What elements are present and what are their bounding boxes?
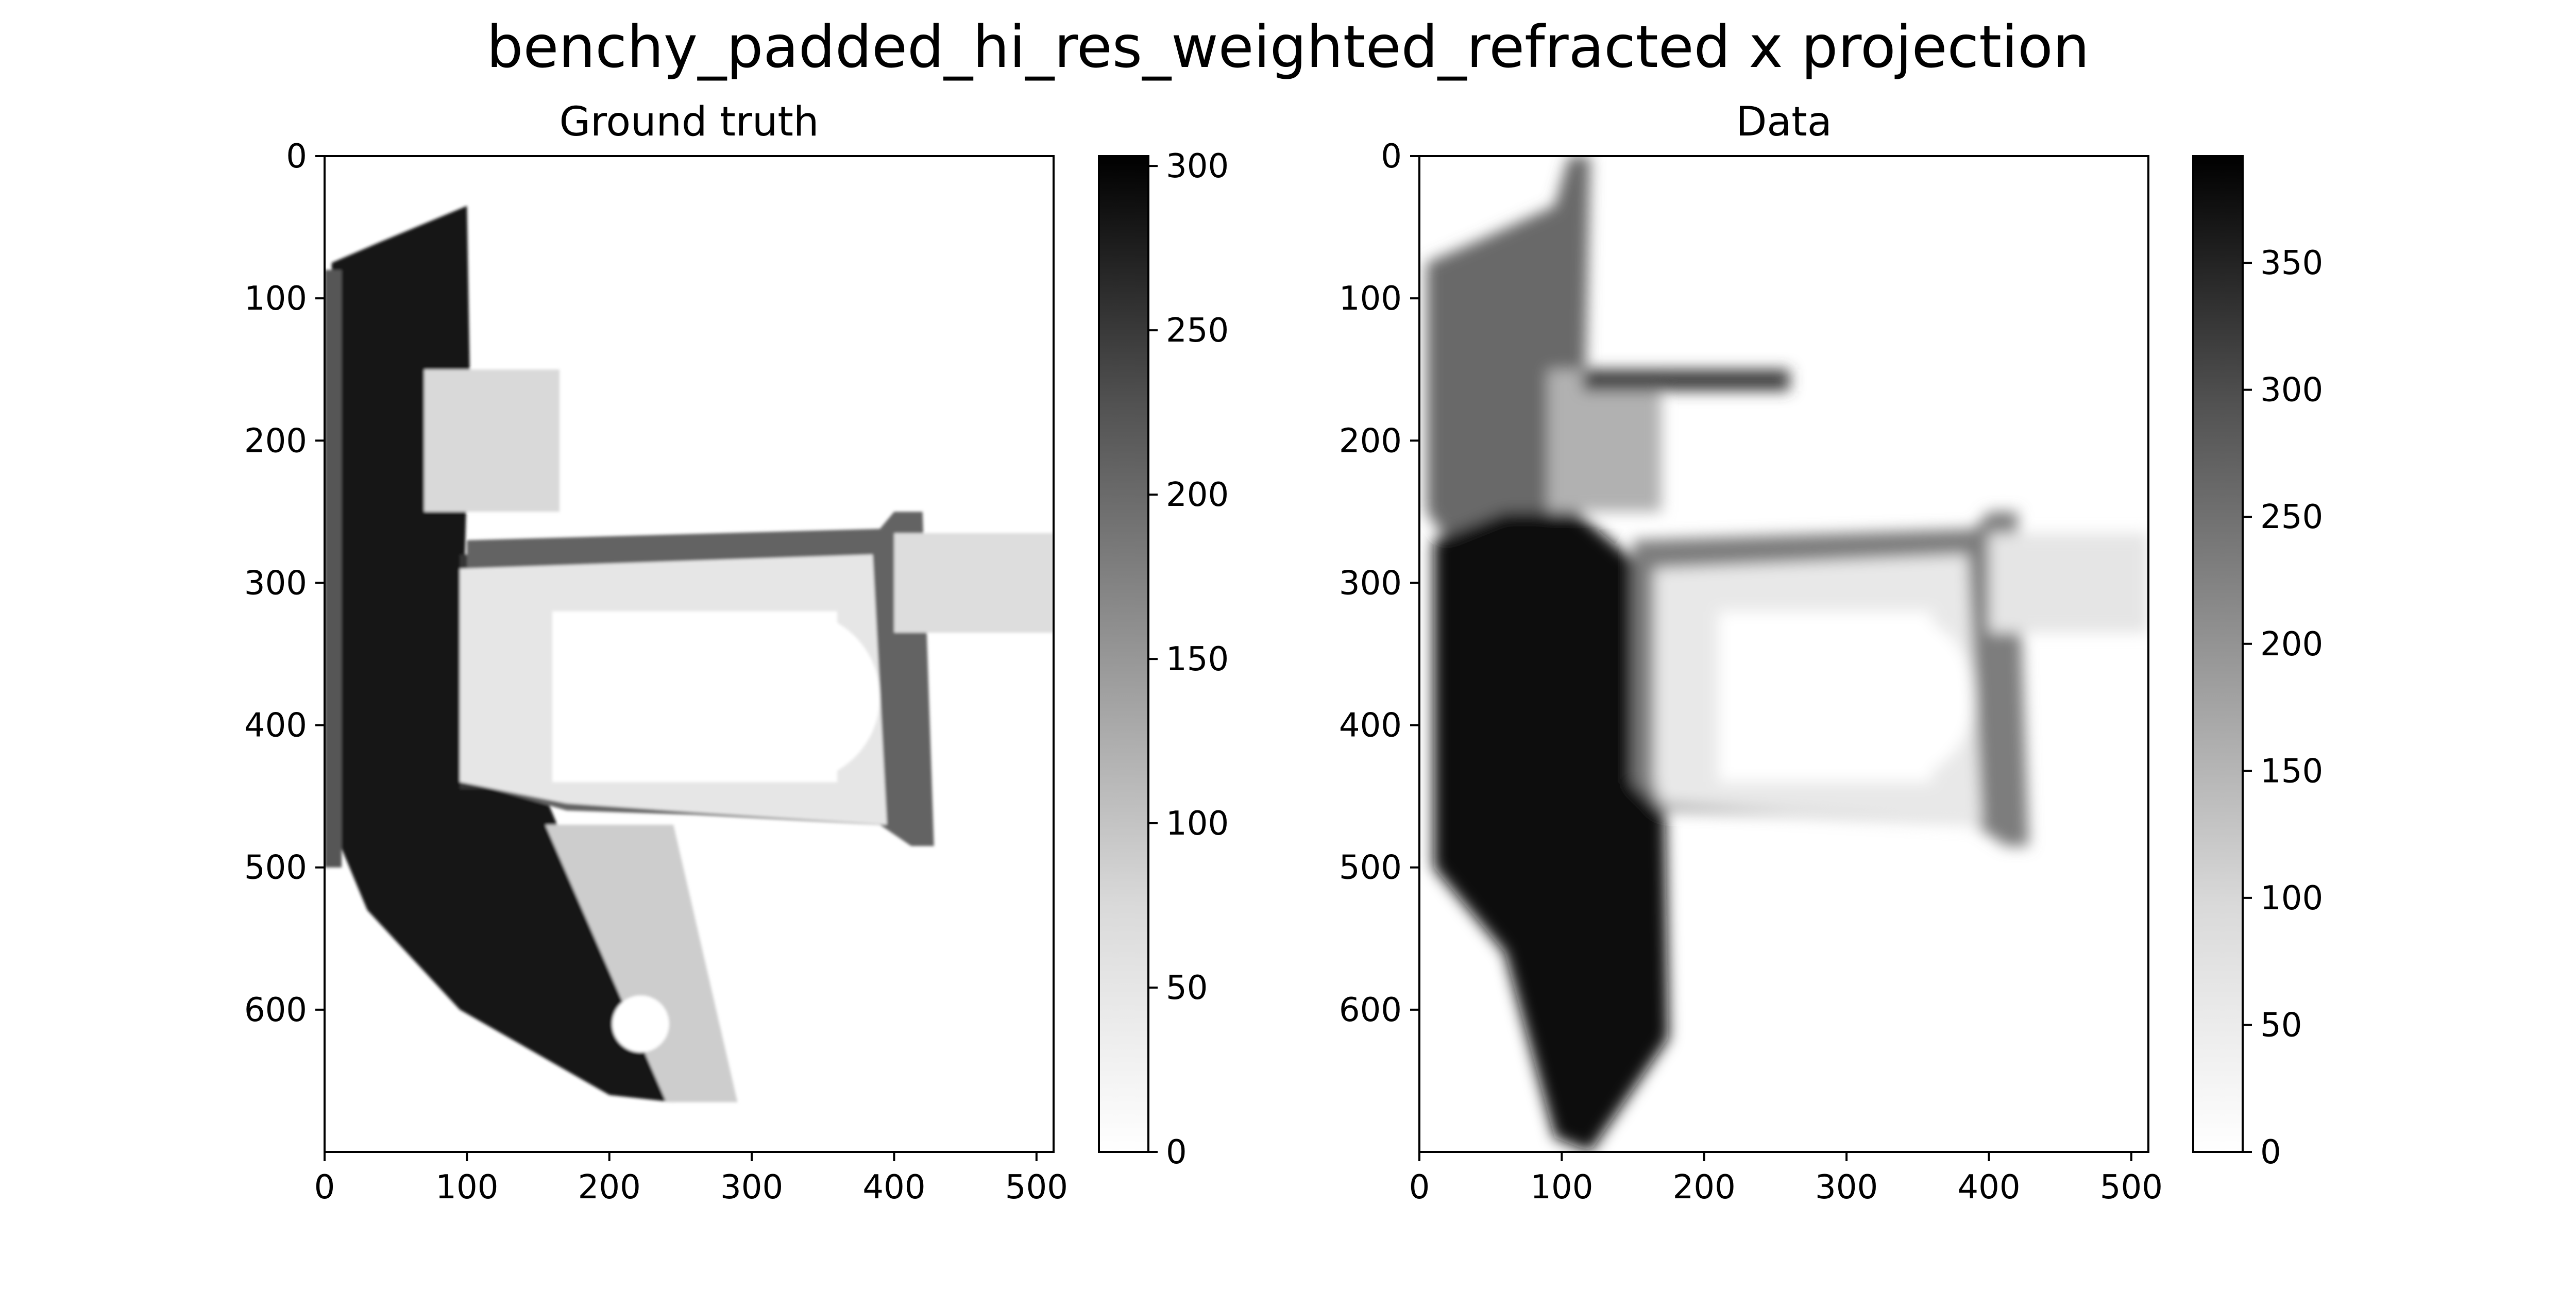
heatmap-regions	[1426, 156, 2148, 1152]
x-tick-label: 500	[2100, 1168, 2163, 1207]
colorbar-tick-label: 0	[1166, 1133, 1187, 1172]
heatmap-region	[1989, 533, 2148, 633]
figure-title: benchy_padded_hi_res_weighted_refracted …	[486, 14, 2089, 81]
y-tick-label: 500	[1339, 849, 1402, 887]
heatmap-image	[1419, 156, 2148, 1152]
x-tick-label: 100	[1530, 1168, 1593, 1207]
colorbar-tick-label: 200	[1166, 476, 1229, 514]
y-tick-label: 200	[244, 422, 307, 460]
y-tick-label: 0	[286, 138, 307, 176]
panel-data: Data 0 100 200 300 400 500 0 100 200 300 400 500 600 0…	[1339, 99, 2323, 1207]
y-tick-label: 0	[1381, 138, 1402, 176]
colorbar-tick-label: 300	[2260, 371, 2323, 410]
heatmap-region	[331, 206, 674, 1102]
heatmap-region	[1583, 369, 1790, 391]
x-tick-label: 400	[862, 1168, 925, 1207]
colorbar-tick-label: 350	[2260, 244, 2323, 282]
y-tick-label: 300	[244, 564, 307, 602]
heatmap-region	[612, 995, 669, 1053]
heatmap-region	[325, 269, 342, 868]
axes-frame	[324, 155, 1055, 1153]
colorbar	[2193, 156, 2243, 1152]
x-tick-label: 500	[1005, 1168, 1068, 1207]
heatmap-region	[894, 533, 1054, 633]
colorbar	[1099, 156, 1148, 1152]
heatmap-region	[545, 824, 738, 1102]
colorbar-frame	[1098, 155, 1149, 1153]
x-tick-label: 0	[314, 1168, 335, 1207]
colorbar-tick-label: 100	[2260, 879, 2323, 918]
y-tick-label: 100	[244, 280, 307, 318]
colorbar-tick-label: 250	[2260, 498, 2323, 536]
x-tick-label: 200	[578, 1168, 641, 1207]
y-tick-label: 400	[244, 707, 307, 745]
heatmap-image	[325, 156, 1054, 1152]
y-tick-label: 400	[1339, 707, 1402, 745]
y-tick-label: 300	[1339, 564, 1402, 602]
colorbar-tick-label: 100	[1166, 805, 1229, 843]
heatmap-region	[1433, 512, 1669, 1152]
y-tick-label: 500	[244, 849, 307, 887]
heatmap-region	[1804, 611, 1975, 783]
heatmap-region	[1547, 369, 1662, 512]
colorbar-tick-label: 50	[1166, 969, 1208, 1007]
colorbar-tick-label: 250	[1166, 312, 1229, 350]
x-tick-label: 300	[720, 1168, 783, 1207]
colorbar-tick-label: 200	[2260, 625, 2323, 664]
y-tick-label: 200	[1339, 422, 1402, 460]
colorbar-tick-label: 300	[1166, 147, 1229, 185]
x-tick-label: 300	[1815, 1168, 1878, 1207]
x-tick-label: 0	[1409, 1168, 1430, 1207]
colorbar-tick-label: 150	[1166, 640, 1229, 678]
heatmap-region	[709, 611, 880, 783]
colorbar-frame	[2192, 155, 2244, 1153]
axes-frame	[1418, 155, 2149, 1153]
heatmap-region	[424, 369, 560, 512]
y-tick-label: 600	[244, 991, 307, 1029]
heatmap-regions	[325, 206, 1054, 1102]
y-tick-label: 600	[1339, 991, 1402, 1029]
panel-title: Ground truth	[560, 99, 819, 145]
y-tick-label: 100	[1339, 280, 1402, 318]
colorbar-tick-label: 0	[2260, 1133, 2281, 1172]
x-tick-label: 200	[1673, 1168, 1736, 1207]
colorbar-tick-label: 50	[2260, 1006, 2302, 1044]
panel-title: Data	[1736, 99, 1832, 145]
colorbar-tick-label: 150	[2260, 752, 2323, 790]
x-tick-label: 400	[1957, 1168, 2020, 1207]
x-tick-label: 100	[435, 1168, 498, 1207]
